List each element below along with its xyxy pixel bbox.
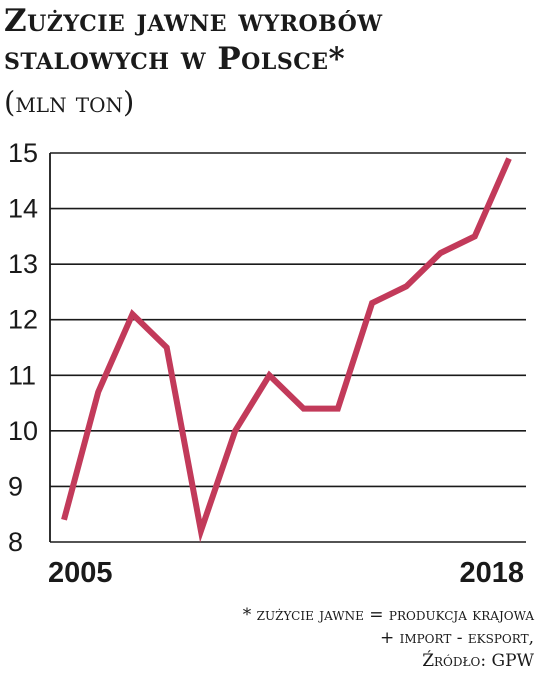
y-tick-label: 13 xyxy=(8,249,38,279)
line-chart: 8 9 10 11 12 13 14 15 2005 2018 xyxy=(8,138,526,589)
footnote-definition: * zużycie jawne = produkcja krajowa xyxy=(242,605,534,625)
y-tick-label: 8 xyxy=(8,527,23,557)
x-axis-ticks: 2005 2018 xyxy=(48,557,524,589)
y-tick-label: 11 xyxy=(8,360,36,390)
footnote-definition-cont: + import - eksport, xyxy=(379,628,534,648)
grid-lines xyxy=(49,152,526,543)
footnote: * zużycie jawne = produkcja krajowa + im… xyxy=(4,604,534,673)
x-tick-label: 2018 xyxy=(459,557,524,589)
y-tick-label: 9 xyxy=(8,471,23,501)
y-tick-label: 15 xyxy=(8,138,38,168)
series-line xyxy=(61,157,512,543)
y-tick-label: 14 xyxy=(8,194,38,224)
series-layer xyxy=(61,157,512,543)
y-tick-label: 12 xyxy=(8,305,38,335)
x-tick-label: 2005 xyxy=(48,557,113,589)
y-tick-label: 10 xyxy=(8,416,38,446)
unit-label: (mln ton) xyxy=(4,85,135,119)
source-label: Źródło: GPW xyxy=(422,651,534,671)
chart-title: Zużycie jawne wyrobów stalowych w Polsce… xyxy=(4,3,383,77)
y-axis-ticks: 8 9 10 11 12 13 14 15 xyxy=(8,138,38,557)
